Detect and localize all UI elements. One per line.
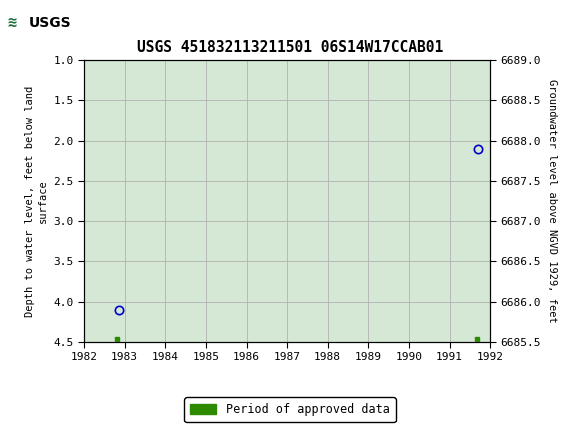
Y-axis label: Groundwater level above NGVD 1929, feet: Groundwater level above NGVD 1929, feet [546, 79, 557, 323]
Bar [3, 3, 70, 42]
Text: USGS 451832113211501 06S14W17CCAB01: USGS 451832113211501 06S14W17CCAB01 [137, 40, 443, 55]
Text: USGS: USGS [29, 15, 71, 30]
Legend: Period of approved data: Period of approved data [184, 397, 396, 422]
Y-axis label: Depth to water level, feet below land
surface: Depth to water level, feet below land su… [25, 86, 48, 316]
Text: ≋: ≋ [7, 15, 16, 30]
